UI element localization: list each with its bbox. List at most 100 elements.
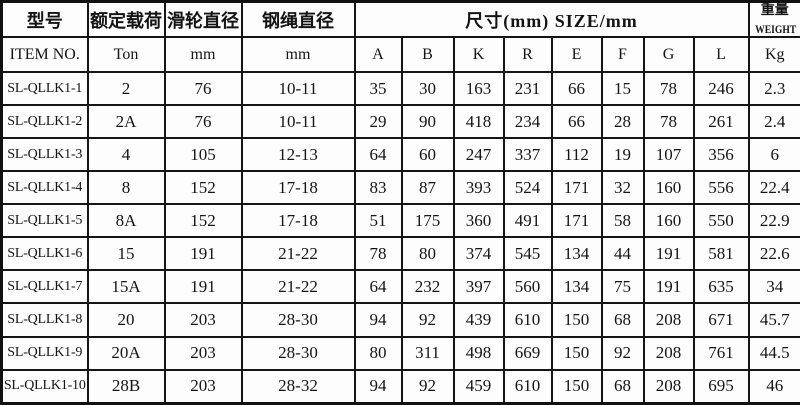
table-row: SL-QLLK1-5 8A 152 17-18 51 175 360 491 171 58 160 5… bbox=[0, 203, 800, 239]
value-cell: 261 bbox=[692, 104, 750, 140]
value-cell: 160 bbox=[642, 170, 695, 206]
value-cell: 44.5 bbox=[747, 335, 800, 371]
value-cell: 191 bbox=[163, 269, 243, 305]
value-cell: 231 bbox=[502, 70, 553, 107]
value-cell: 17-18 bbox=[240, 203, 356, 239]
value-cell: 2.4 bbox=[747, 104, 800, 140]
table-row: SL-QLLK1-6 15 191 21-22 78 80 374 545 134 44 191 58… bbox=[0, 236, 800, 272]
col-header-size-group: 尺寸(mm) SIZE/mm bbox=[353, 0, 750, 38]
value-cell: 150 bbox=[550, 335, 603, 371]
value-cell: 695 bbox=[692, 368, 750, 405]
value-cell: 29 bbox=[353, 104, 403, 140]
value-cell: 10-11 bbox=[240, 104, 356, 140]
value-cell: 92 bbox=[400, 368, 455, 405]
subheader-rope-mm: mm bbox=[240, 36, 356, 73]
value-cell: 356 bbox=[692, 137, 750, 173]
value-cell: 66 bbox=[550, 70, 603, 107]
value-cell: 22.4 bbox=[747, 170, 800, 206]
value-cell: 94 bbox=[353, 368, 403, 405]
item-no-cell: SL-QLLK1-4 bbox=[0, 170, 89, 206]
value-cell: 150 bbox=[550, 368, 603, 405]
value-cell: 12-13 bbox=[240, 137, 356, 173]
value-cell: 68 bbox=[600, 368, 645, 405]
value-cell: 78 bbox=[642, 104, 695, 140]
table-row: SL-QLLK1-2 2A 76 10-11 29 90 418 234 66 28 78 261 2.… bbox=[0, 104, 800, 140]
value-cell: 4 bbox=[86, 137, 166, 173]
value-cell: 90 bbox=[400, 104, 455, 140]
value-cell: 19 bbox=[600, 137, 645, 173]
value-cell: 78 bbox=[642, 70, 695, 107]
subheader-item-no: ITEM NO. bbox=[0, 36, 89, 73]
item-no-cell: SL-QLLK1-2 bbox=[0, 104, 89, 140]
value-cell: 247 bbox=[452, 137, 505, 173]
value-cell: 191 bbox=[642, 269, 695, 305]
value-cell: 22.6 bbox=[747, 236, 800, 272]
value-cell: 439 bbox=[452, 302, 505, 338]
subheader-sheave-mm: mm bbox=[163, 36, 243, 73]
value-cell: 64 bbox=[353, 137, 403, 173]
value-cell: 418 bbox=[452, 104, 505, 140]
item-no-cell: SL-QLLK1-7 bbox=[0, 269, 89, 305]
value-cell: 545 bbox=[502, 236, 553, 272]
value-cell: 171 bbox=[550, 203, 603, 239]
value-cell: 35 bbox=[353, 70, 403, 107]
value-cell: 203 bbox=[163, 335, 243, 371]
value-cell: 491 bbox=[502, 203, 553, 239]
value-cell: 28-32 bbox=[240, 368, 356, 405]
value-cell: 191 bbox=[163, 236, 243, 272]
value-cell: 46 bbox=[747, 368, 800, 405]
value-cell: 208 bbox=[642, 335, 695, 371]
value-cell: 28B bbox=[86, 368, 166, 405]
value-cell: 152 bbox=[163, 203, 243, 239]
subheader-dim-a: A bbox=[353, 36, 403, 73]
value-cell: 393 bbox=[452, 170, 505, 206]
value-cell: 160 bbox=[642, 203, 695, 239]
value-cell: 60 bbox=[400, 137, 455, 173]
value-cell: 92 bbox=[400, 302, 455, 338]
item-no-cell: SL-QLLK1-5 bbox=[0, 203, 89, 239]
table-row: SL-QLLK1-9 20A 203 28-30 80 311 498 669 150 92 208… bbox=[0, 335, 800, 371]
value-cell: 107 bbox=[642, 137, 695, 173]
col-header-weight: 重量 WEIGHT bbox=[747, 0, 800, 38]
value-cell: 87 bbox=[400, 170, 455, 206]
value-cell: 28-30 bbox=[240, 302, 356, 338]
value-cell: 337 bbox=[502, 137, 553, 173]
value-cell: 83 bbox=[353, 170, 403, 206]
value-cell: 171 bbox=[550, 170, 603, 206]
value-cell: 550 bbox=[692, 203, 750, 239]
value-cell: 10-11 bbox=[240, 70, 356, 107]
value-cell: 75 bbox=[600, 269, 645, 305]
value-cell: 112 bbox=[550, 137, 603, 173]
value-cell: 94 bbox=[353, 302, 403, 338]
value-cell: 498 bbox=[452, 335, 505, 371]
value-cell: 134 bbox=[550, 236, 603, 272]
value-cell: 232 bbox=[400, 269, 455, 305]
value-cell: 191 bbox=[642, 236, 695, 272]
weight-label-en: WEIGHT bbox=[754, 22, 796, 36]
value-cell: 15A bbox=[86, 269, 166, 305]
value-cell: 76 bbox=[163, 104, 243, 140]
value-cell: 15 bbox=[86, 236, 166, 272]
item-no-cell: SL-QLLK1-1 bbox=[0, 70, 89, 107]
header-row-groups: 型号 额定载荷 滑轮直径 钢绳直径 尺寸(mm) SIZE/mm 重量 WEIG… bbox=[0, 0, 800, 38]
value-cell: 51 bbox=[353, 203, 403, 239]
col-header-sheave-diameter: 滑轮直径 bbox=[163, 0, 243, 38]
value-cell: 34 bbox=[747, 269, 800, 305]
value-cell: 761 bbox=[692, 335, 750, 371]
table-row: SL-QLLK1-1 2 76 10-11 35 30 163 231 66 15 78 246 2.3 bbox=[0, 70, 800, 107]
value-cell: 20 bbox=[86, 302, 166, 338]
value-cell: 66 bbox=[550, 104, 603, 140]
col-header-model: 型号 bbox=[0, 0, 89, 38]
value-cell: 21-22 bbox=[240, 269, 356, 305]
value-cell: 80 bbox=[353, 335, 403, 371]
value-cell: 203 bbox=[163, 302, 243, 338]
value-cell: 208 bbox=[642, 302, 695, 338]
value-cell: 22.9 bbox=[747, 203, 800, 239]
value-cell: 28-30 bbox=[240, 335, 356, 371]
value-cell: 45.7 bbox=[747, 302, 800, 338]
value-cell: 163 bbox=[452, 70, 505, 107]
table-body: SL-QLLK1-1 2 76 10-11 35 30 163 231 66 15 78 246 2.3… bbox=[0, 70, 800, 405]
table-row: SL-QLLK1-10 28B 203 28-32 94 92 459 610 150 68 208… bbox=[0, 368, 800, 405]
value-cell: 234 bbox=[502, 104, 553, 140]
